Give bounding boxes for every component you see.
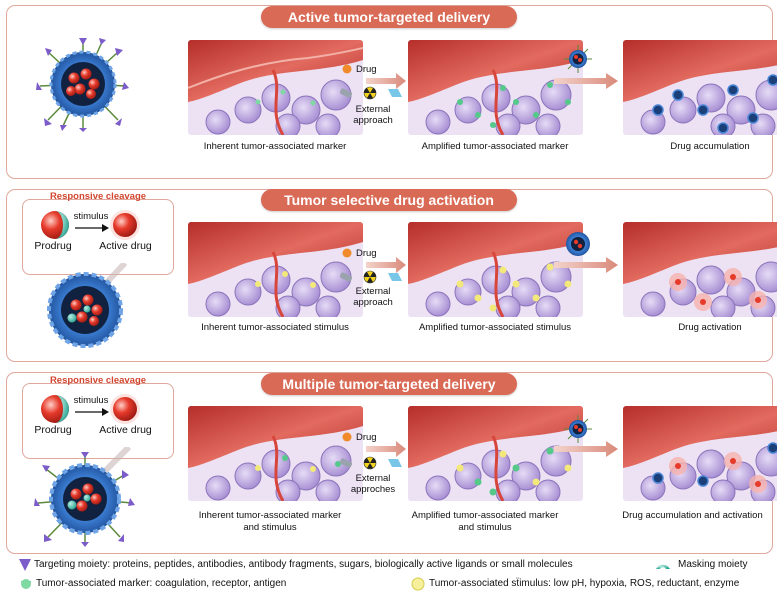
- responsive-cleavage-title-2: Responsive cleavage: [49, 191, 147, 202]
- caption-amplified-marker-stimulus: Amplified tumor-associated marker and st…: [411, 510, 559, 533]
- external-approach-label-2: External approach: [353, 286, 393, 308]
- tumor-scene-inherent-marker: [188, 40, 363, 135]
- targeting-moiety-icon: [19, 559, 31, 571]
- caption-drug-activation: Drug activation: [678, 322, 742, 333]
- active-drug-icon-3: [110, 394, 140, 424]
- responsive-cleavage-box-3: Responsive cleavage: [22, 375, 174, 459]
- stimulus-label-3: stimulus: [73, 395, 109, 406]
- caption-inherent-marker: Inherent tumor-associated marker: [203, 141, 347, 152]
- small-multi-nanoparticle-icon: [564, 415, 592, 443]
- drug-dot-icon-3: [342, 432, 352, 442]
- external-approach-label-1: External approach: [353, 104, 393, 126]
- cleavage-arrow-3: [75, 408, 109, 416]
- arrow-to-activation: [554, 257, 618, 273]
- small-nanoparticle-icon: [564, 45, 592, 73]
- external-approach-icons-2: [340, 270, 402, 284]
- prodrug-icon: [41, 211, 69, 239]
- stimulus-label-2: stimulus: [73, 211, 109, 222]
- drug-dot-icon: [342, 64, 352, 74]
- small-masked-nanoparticle-icon: [566, 232, 590, 256]
- external-approach-label-3: External approches: [350, 473, 396, 495]
- arrow-to-amplified-2: [366, 257, 406, 273]
- responsive-cleavage-title-3: Responsive cleavage: [49, 375, 147, 386]
- arrow-to-amplified-3: [366, 441, 406, 457]
- tumor-scene-inherent-stimulus: [188, 222, 363, 317]
- panel-3-title: Multiple tumor-targeted delivery: [261, 373, 517, 395]
- tumor-scene-amplified-marker: [408, 40, 583, 135]
- tumor-scene-amplified-marker-stimulus: [408, 406, 583, 501]
- legend-masking-moiety: Masking moiety: [678, 559, 748, 570]
- external-approach-icons: [340, 86, 402, 100]
- caption-inherent-stimulus: Inherent tumor-associated stimulus: [201, 322, 349, 333]
- prodrug-label-2: Prodrug: [34, 240, 72, 252]
- drug-label-2: Drug: [356, 248, 377, 259]
- prodrug-icon-3: [41, 395, 69, 423]
- panel-1-title: Active tumor-targeted delivery: [261, 6, 517, 28]
- masked-nanoparticle-icon: [47, 263, 128, 348]
- drug-label-3: Drug: [356, 432, 377, 443]
- caption-drug-accumulation: Drug accumulation: [670, 141, 750, 152]
- legend-targeting-moiety: Targeting moiety: proteins, peptides, an…: [34, 559, 573, 570]
- responsive-cleavage-box-2: Responsive cleavage: [22, 191, 174, 275]
- active-drug-label-3: Active drug: [99, 424, 152, 436]
- prodrug-label-3: Prodrug: [34, 424, 72, 436]
- tumor-scene-accumulation-activation: [623, 406, 777, 501]
- arrow-to-accumulation: [554, 73, 618, 89]
- legend-tumor-stimulus: Tumor-associated sẗimulus: low pH, hypox…: [429, 578, 740, 589]
- drug-dot-icon-2: [342, 248, 352, 258]
- tumor-stimulus-icon: [411, 577, 425, 591]
- targeted-nanoparticle-icon: [36, 38, 129, 132]
- cleavage-arrow-2: [75, 224, 109, 232]
- drug-label-1: Drug: [356, 64, 377, 75]
- arrow-to-accumulation-activation: [554, 441, 618, 457]
- caption-accumulation-activation: Drug accumulation and activation: [622, 510, 763, 521]
- tumor-marker-icon: [21, 579, 31, 589]
- multi-targeted-nanoparticle-icon: [34, 447, 135, 547]
- arrow-to-amplified-1: [366, 73, 406, 89]
- tumor-scene-drug-accumulation: [623, 40, 777, 135]
- legend-tumor-marker: Tumor-associated marker: coagulation, re…: [36, 578, 287, 589]
- masking-moiety-icon: [656, 564, 670, 569]
- tumor-scene-inherent-marker-stimulus: [188, 406, 363, 501]
- tumor-scene-drug-activation: [623, 222, 777, 317]
- panel-2-title: Tumor selective drug activation: [261, 189, 517, 211]
- external-approach-icons-3: [340, 456, 402, 470]
- caption-inherent-marker-stimulus: Inherent tumor-associated marker and sti…: [198, 510, 342, 533]
- caption-amplified-marker: Amplified tumor-associated marker: [421, 141, 569, 152]
- tumor-scene-amplified-stimulus: [408, 222, 583, 317]
- caption-amplified-stimulus: Amplified tumor-associated stimulus: [418, 322, 572, 333]
- active-drug-icon: [110, 210, 140, 240]
- active-drug-label-2: Active drug: [99, 240, 152, 252]
